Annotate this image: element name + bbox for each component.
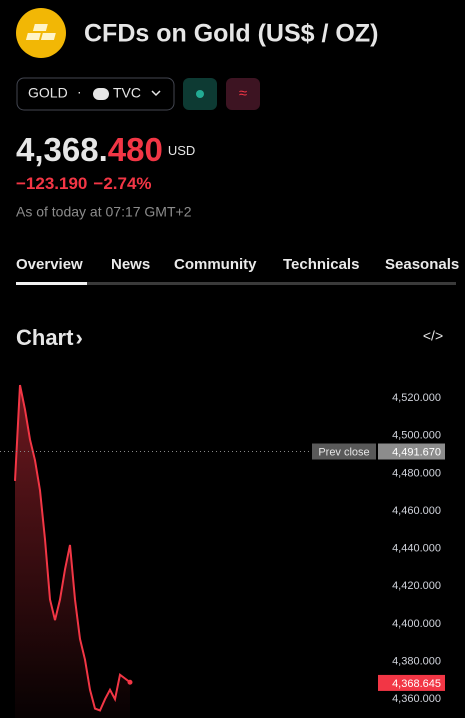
- prev-close-tag: [312, 443, 376, 460]
- exchange: TVC: [113, 85, 141, 101]
- status-dot: [196, 90, 204, 98]
- embed-icon[interactable]: </>: [423, 328, 443, 344]
- alert-button[interactable]: [226, 78, 260, 110]
- tab[interactable]: Technicals: [283, 256, 359, 273]
- tab-track: [16, 282, 456, 285]
- change-value: −123.190: [16, 174, 87, 193]
- tab[interactable]: Seasonals: [385, 256, 459, 273]
- y-tick-label: 4,440.000: [392, 543, 441, 555]
- y-tick-label: 4,520.000: [392, 392, 441, 404]
- chart-heading[interactable]: Chart›: [16, 325, 83, 350]
- tab[interactable]: News: [111, 256, 150, 273]
- alert-icon: ≈: [239, 85, 247, 102]
- tab[interactable]: Overview: [16, 256, 83, 273]
- y-tick-label: 4,360.000: [392, 693, 441, 705]
- y-tick-label: 4,500.000: [392, 430, 441, 442]
- tabs: Overview News Community Technicals Seasonals: [16, 256, 459, 273]
- price-main: 4,368.: [16, 131, 108, 168]
- last-price-label: 4,368.645: [392, 678, 441, 690]
- price-decimals: 480: [108, 131, 163, 168]
- exchange-logo: [93, 88, 109, 100]
- price-line: [14, 384, 131, 712]
- as-of: As of today at 07:17 GMT+2: [16, 204, 192, 220]
- y-tick-label: 4,480.000: [392, 467, 441, 479]
- chart-title: Chart: [16, 325, 74, 350]
- last-price-box: [378, 674, 445, 691]
- y-tick-label: 4,420.000: [392, 580, 441, 592]
- price-area: [15, 385, 130, 718]
- page-title: CFDs on Gold (US$ / OZ): [84, 20, 378, 48]
- prev-close-box: [378, 443, 445, 460]
- y-tick-label: 4,460.000: [392, 505, 441, 517]
- change-percent: −2.74%: [93, 174, 151, 193]
- ticker: GOLD: [28, 85, 68, 101]
- last-point: [127, 679, 133, 685]
- tab[interactable]: Community: [174, 256, 257, 273]
- prev-close-label: 4,491.670: [392, 446, 441, 458]
- y-tick-label: 4,400.000: [392, 618, 441, 630]
- change: −123.190 −2.74%: [16, 174, 152, 193]
- chevron: [151, 90, 161, 97]
- y-tick-label: 4,380.000: [392, 655, 441, 667]
- separator: ·: [77, 84, 82, 100]
- symbol-icon: [16, 8, 66, 58]
- tab-indicator: [16, 282, 87, 285]
- price: 4,368.480 USD: [16, 131, 195, 168]
- chart-arrow: ›: [75, 325, 82, 350]
- currency: USD: [168, 143, 195, 158]
- chart: 4,360.000 4,380.000 4,400.000 4,420.000 4,44…: [0, 384, 445, 718]
- prev-close-text: Prev close: [318, 446, 369, 458]
